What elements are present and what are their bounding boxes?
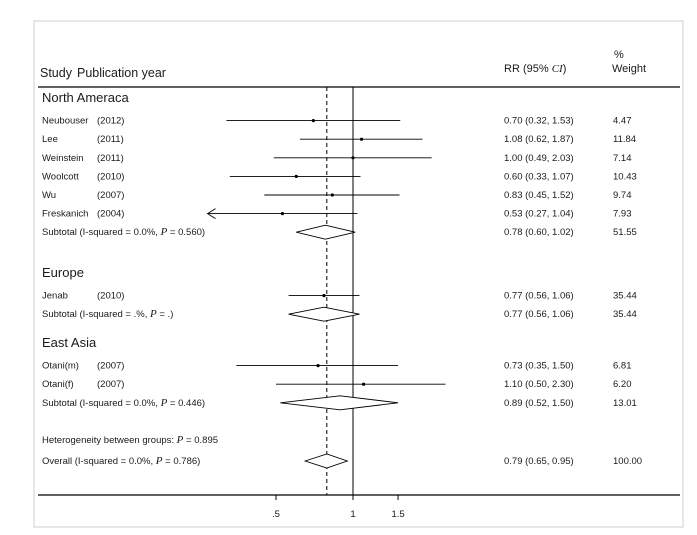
- header-pct: %: [614, 49, 624, 61]
- subtotal-2-text-value: = 0.446): [167, 398, 205, 409]
- subtotal-0-text-value: = 0.560): [167, 227, 205, 238]
- study-0-3-year: (2010): [97, 171, 124, 182]
- subtotal-2-rr-text: 0.89 (0.52, 1.50): [504, 398, 574, 409]
- study-2-0-year: (2007): [97, 361, 124, 372]
- header-rr-text: RR (95%: [504, 63, 549, 75]
- study-1-0-rr-text: 0.77 (0.56, 1.06): [504, 291, 574, 302]
- group-title-0: North Ameraca: [42, 90, 129, 105]
- study-0-2-point: [351, 156, 355, 160]
- subtotal-1-text-label: Subtotal (I-squared = .%,: [42, 309, 150, 320]
- study-0-5-year: (2004): [97, 209, 124, 220]
- study-2-1-point: [361, 382, 366, 386]
- study-0-5-point: [280, 212, 285, 216]
- study-2-0-weight: 6.81: [613, 361, 632, 372]
- header-year: Publication year: [77, 66, 166, 80]
- heterogeneity-text: Heterogeneity between groups: P = 0.895: [42, 434, 218, 446]
- x-tick-label-1: 1: [350, 509, 355, 520]
- subtotal-2-diamond: [280, 395, 399, 411]
- overall-text-p: P: [155, 455, 163, 467]
- study-0-5-ci-arrow: [206, 208, 216, 219]
- heterogeneity-text-label: Heterogeneity between groups:: [42, 435, 177, 446]
- subtotal-1-weight: 35.44: [613, 309, 637, 320]
- overall-text-value: = 0.786): [163, 456, 201, 467]
- subtotal-0-diamond: [296, 224, 356, 240]
- subtotal-0-weight: 51.55: [613, 227, 637, 238]
- x-axis-ticks: .5 1 1.5: [272, 495, 405, 520]
- overall-text: Overall (I-squared = 0.0%, P = 0.786): [42, 455, 200, 467]
- study-0-5-rr-text: 0.53 (0.27, 1.04): [504, 209, 574, 220]
- study-0-3-point: [294, 174, 298, 178]
- study-2-0-name: Otani(m): [42, 361, 79, 372]
- header-study: Study: [40, 66, 73, 80]
- subtotal-0-text: Subtotal (I-squared = 0.0%, P = 0.560): [42, 226, 205, 238]
- study-0-1-weight: 11.84: [613, 134, 636, 145]
- heterogeneity-text-p: P: [176, 434, 184, 446]
- study-0-5-weight: 7.93: [613, 209, 632, 220]
- header-rr: RR (95% CI): [504, 63, 566, 75]
- study-2-1-rr-text: 1.10 (0.50, 2.30): [504, 379, 574, 390]
- study-0-1-rr-text: 1.08 (0.62, 1.87): [504, 134, 574, 145]
- study-0-3-weight: 10.43: [613, 171, 637, 182]
- study-0-0-name: Neubouser: [42, 116, 88, 127]
- study-0-4-name: Wu: [42, 190, 56, 201]
- study-0-0-weight: 4.47: [613, 116, 632, 127]
- overall-rr-text: 0.79 (0.65, 0.95): [504, 456, 574, 467]
- subtotal-1-text-value: = .): [157, 309, 174, 320]
- study-0-1-point: [359, 137, 364, 141]
- study-0-3-name: Woolcott: [42, 171, 79, 182]
- forest-rows: North Ameraca Neubouser (2012) 0.70 (0.32, …: [42, 90, 642, 469]
- study-1-0-weight: 35.44: [613, 291, 637, 302]
- study-0-0-point: [311, 119, 315, 123]
- study-0-1-name: Lee: [42, 134, 58, 145]
- study-0-4-year: (2007): [97, 190, 124, 201]
- x-tick-label-0: .5: [272, 509, 280, 520]
- study-0-5-name: Freskanich: [42, 209, 88, 220]
- study-0-1-year: (2011): [97, 134, 124, 145]
- study-0-3-rr-text: 0.60 (0.33, 1.07): [504, 171, 574, 182]
- subtotal-1-rr-text: 0.77 (0.56, 1.06): [504, 309, 574, 320]
- study-0-2-year: (2011): [97, 153, 124, 164]
- study-2-1-year: (2007): [97, 379, 124, 390]
- study-1-0-name: Jenab: [42, 291, 68, 302]
- header-rr-close: ): [563, 63, 567, 75]
- header-weight: Weight: [612, 63, 646, 75]
- study-0-2-rr-text: 1.00 (0.49, 2.03): [504, 153, 574, 164]
- subtotal-1-diamond: [288, 306, 360, 322]
- study-0-2-weight: 7.14: [613, 153, 632, 164]
- study-0-4-rr-text: 0.83 (0.45, 1.52): [504, 190, 574, 201]
- study-1-0-year: (2010): [97, 291, 124, 302]
- plot-frame: [33, 20, 684, 528]
- study-1-0-point: [322, 294, 326, 298]
- subtotal-0-rr-text: 0.78 (0.60, 1.02): [504, 227, 574, 238]
- heterogeneity-text-value: = 0.895: [183, 435, 218, 446]
- subtotal-2-text-label: Subtotal (I-squared = 0.0%,: [42, 398, 161, 409]
- study-2-1-name: Otani(f): [42, 379, 74, 390]
- study-2-1-weight: 6.20: [613, 379, 632, 390]
- subtotal-2-text-p: P: [160, 397, 168, 409]
- subtotal-0-text-p: P: [160, 226, 168, 238]
- subtotal-1-text: Subtotal (I-squared = .%, P = .): [42, 308, 173, 320]
- overall-text-label: Overall (I-squared = 0.0%,: [42, 456, 156, 467]
- subtotal-0-text-label: Subtotal (I-squared = 0.0%,: [42, 227, 161, 238]
- x-tick-label-2: 1.5: [391, 509, 404, 520]
- group-title-1: Europe: [42, 265, 84, 280]
- overall-diamond: [303, 453, 349, 469]
- study-2-0-rr-text: 0.73 (0.35, 1.50): [504, 361, 574, 372]
- study-0-0-year: (2012): [97, 116, 124, 127]
- study-0-4-weight: 9.74: [613, 190, 632, 201]
- study-0-2-name: Weinstein: [42, 153, 84, 164]
- study-0-0-rr-text: 0.70 (0.32, 1.53): [504, 116, 574, 127]
- subtotal-1-text-p: P: [149, 308, 157, 320]
- study-2-0-point: [316, 364, 320, 368]
- subtotal-2-text: Subtotal (I-squared = 0.0%, P = 0.446): [42, 397, 205, 409]
- overall-weight: 100.00: [613, 456, 642, 467]
- study-0-4-point: [330, 193, 334, 197]
- header-rr-ci: CI: [552, 63, 564, 75]
- group-title-2: East Asia: [42, 335, 97, 350]
- subtotal-2-weight: 13.01: [613, 398, 637, 409]
